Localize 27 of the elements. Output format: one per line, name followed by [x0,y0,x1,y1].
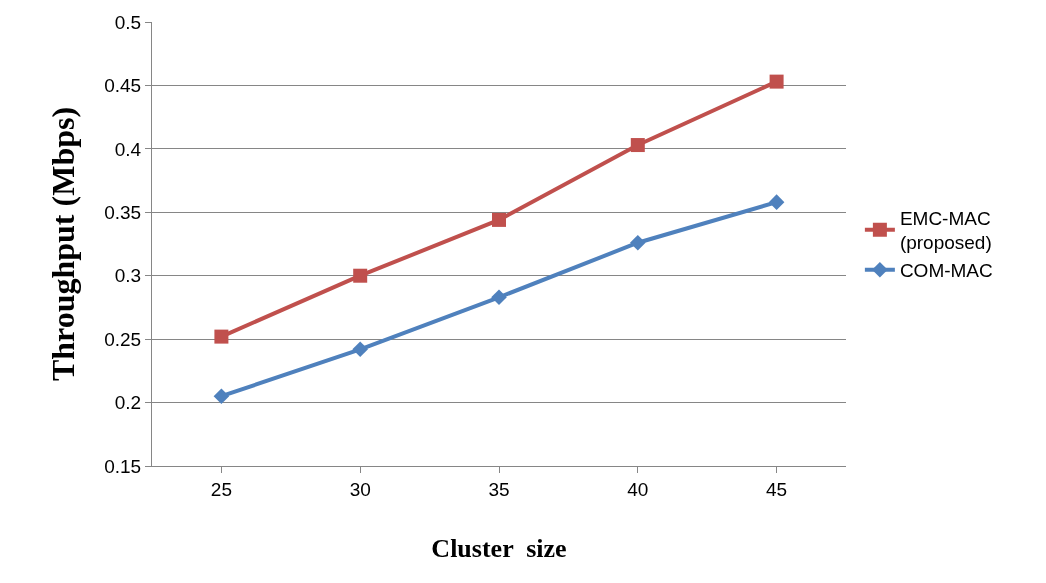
point [630,234,646,251]
y-tick-label: 0.5 [114,11,142,33]
x-tick-label: 30 [349,478,371,500]
y-tick-label: 0.3 [114,265,142,287]
y-tick-label: 0.2 [114,392,142,414]
point [213,388,230,405]
y-axis-title: Throughput (Mbps) [44,106,81,382]
x-tick-label: 45 [766,478,788,500]
point [630,138,645,153]
point [353,268,368,283]
legend-label: EMC-MAC (proposed) [899,207,992,254]
point [491,289,507,306]
point [768,194,785,210]
y-tick-label: 0.15 [104,455,142,477]
y-tick-label: 0.25 [104,328,142,350]
point [492,212,506,227]
y-tick-label: 0.45 [104,75,142,97]
y-tick-label: 0.35 [104,201,142,223]
legend-label: COM-MAC [899,260,993,282]
x-tick-label: 40 [627,478,649,500]
y-tick-label: 0.4 [114,138,142,160]
point [769,74,784,89]
x-axis-title: Cluster size [431,534,567,564]
point [214,329,229,344]
point [352,341,368,358]
x-tick-label: 25 [210,478,232,500]
x-tick-label: 35 [488,478,510,500]
